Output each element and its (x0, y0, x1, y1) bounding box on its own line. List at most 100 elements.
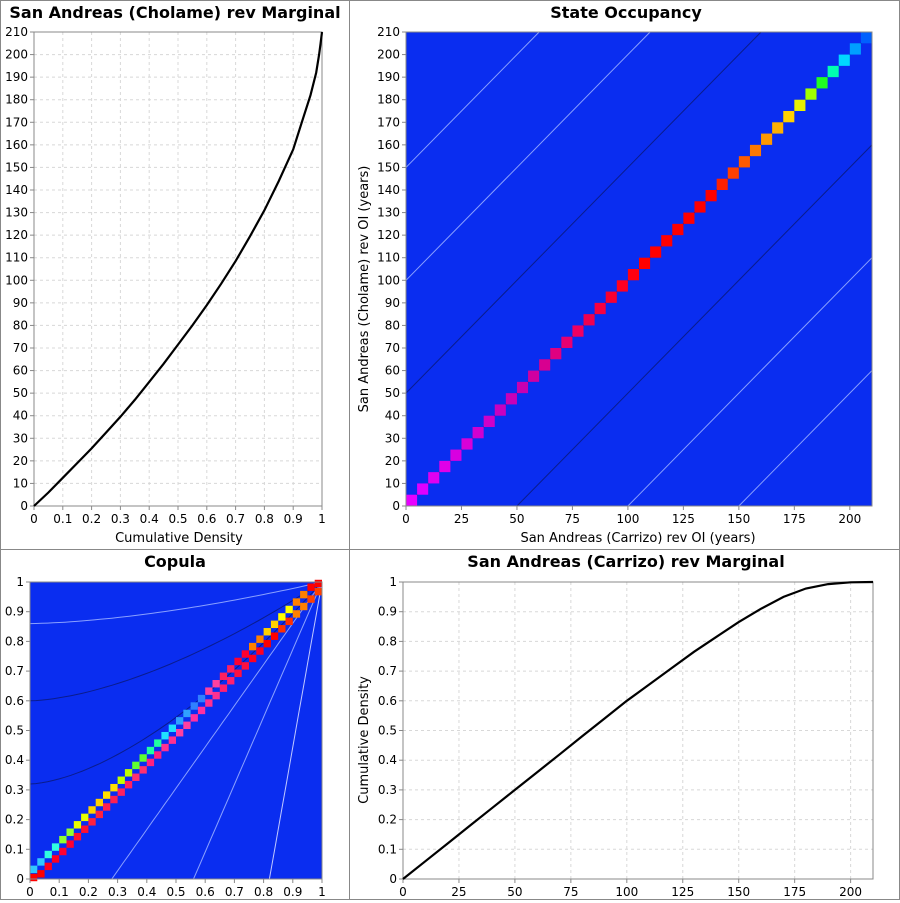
heatmap-cell (103, 791, 111, 799)
heatmap-cell (594, 302, 606, 315)
y-tick-label: 0.4 (378, 753, 397, 767)
y-tick-label: 110 (5, 251, 28, 265)
heatmap-cell (219, 684, 228, 692)
heatmap-cell (278, 625, 286, 633)
heatmap-cell (81, 813, 89, 822)
heatmap-cell (794, 99, 806, 111)
heatmap-cell (146, 746, 155, 755)
heatmap-cell (483, 415, 495, 427)
heatmap-cell (263, 628, 271, 636)
x-tick-label: 0.6 (197, 512, 216, 526)
series-line (33, 31, 324, 507)
heatmap-cell (285, 605, 293, 614)
y-tick-label: 200 (5, 48, 28, 62)
heatmap-cell (572, 325, 584, 337)
y-tick-label: 140 (5, 183, 28, 197)
heatmap-cell (51, 843, 60, 851)
contour-line (627, 257, 872, 506)
heatmap-cell (539, 359, 551, 371)
y-tick-label: 0.7 (378, 664, 397, 678)
x-tick-label: 175 (783, 512, 806, 526)
cholame-marginal-title: San Andreas (Cholame) rev Marginal (9, 3, 340, 22)
heatmap-cell (461, 438, 473, 450)
carrizo-marginal-title: San Andreas (Carrizo) rev Marginal (467, 552, 784, 571)
heatmap-cell (30, 873, 38, 882)
y-tick-label: 0.9 (5, 605, 24, 619)
x-tick-label: 0.6 (196, 885, 215, 899)
carrizo-marginal-ylabel: Cumulative Density (357, 676, 372, 804)
heatmap-cell (227, 677, 235, 685)
x-tick-label: 100 (615, 885, 638, 899)
x-tick-label: 0.4 (137, 885, 156, 899)
heatmap-cell (270, 620, 279, 629)
y-tick-label: 170 (5, 115, 28, 129)
x-tick-label: 0.3 (108, 885, 127, 899)
contour-line (30, 582, 322, 879)
y-tick-label: 0.9 (378, 605, 397, 619)
heatmap-cell (278, 613, 286, 621)
heatmap-cell (639, 257, 651, 269)
x-tick-label: 0.1 (50, 885, 69, 899)
x-tick-label: 0 (26, 885, 34, 899)
heatmap-cell (30, 865, 38, 874)
heatmap-cell (124, 769, 133, 777)
x-tick-label: 150 (727, 512, 750, 526)
x-tick-label: 0.7 (226, 512, 245, 526)
x-tick-label: 50 (507, 885, 522, 899)
heatmap-cell (749, 144, 762, 157)
x-tick-label: 0.3 (111, 512, 130, 526)
heatmap-cell (300, 602, 308, 611)
heatmap-cell (292, 610, 301, 618)
heatmap-cell (849, 43, 861, 55)
state-occupancy-xlabel: San Andreas (Carrizo) rev OI (years) (520, 531, 755, 546)
x-tick-label: 1 (318, 512, 326, 526)
heatmap-cell (550, 348, 562, 360)
cholame-marginal-xlabel: Cumulative Density (115, 531, 243, 546)
heatmap-cell (727, 167, 739, 179)
heatmap-cell (827, 65, 839, 78)
x-tick-label: 50 (509, 512, 524, 526)
heatmap-cell (694, 201, 706, 213)
heatmap-cell (205, 699, 213, 707)
heatmap-cell (73, 832, 82, 841)
state-occupancy-title: State Occupancy (550, 3, 702, 22)
y-tick-label: 20 (385, 454, 400, 468)
heatmap-cell (439, 460, 451, 473)
heatmap-cell (761, 133, 773, 145)
y-tick-label: 60 (13, 364, 28, 378)
heatmap-cell (161, 743, 169, 752)
x-tick-label: 200 (838, 512, 861, 526)
x-tick-label: 125 (672, 512, 695, 526)
heatmap-cell (95, 798, 103, 807)
heatmap-cell (59, 835, 67, 844)
heatmap-cell (256, 647, 264, 655)
heatmap-cell (256, 635, 264, 643)
y-tick-label: 0.3 (5, 783, 24, 797)
y-tick-label: 90 (385, 296, 400, 310)
heatmap-cell (616, 280, 628, 292)
heatmap-cell (66, 828, 74, 836)
cholame-marginal-panel: San Andreas (Cholame) rev Marginal 0 0.1 0… (0, 0, 350, 550)
contour-line (738, 370, 872, 506)
y-tick-label: 110 (377, 251, 400, 265)
heatmap-cell (528, 370, 540, 382)
heatmap-cell (249, 642, 257, 651)
heatmap-cell (183, 721, 191, 730)
heatmap-cell (95, 810, 103, 819)
heatmap-cell (417, 483, 429, 495)
x-tick-label: 0.4 (140, 512, 159, 526)
y-tick-label: 0.5 (378, 724, 397, 738)
y-tick-label: 50 (13, 386, 28, 400)
x-tick-label: 150 (727, 885, 750, 899)
heatmap-cell (197, 694, 206, 703)
y-tick-label: 0.8 (5, 634, 24, 648)
y-tick-label: 210 (377, 25, 400, 39)
copula-panel: Copula 0 0.1 0.2 0.3 0.4 0.5 0.6 0.7 0.8 0.9 1 0 0.1… (0, 549, 350, 900)
y-tick-label: 0.4 (5, 753, 24, 767)
y-tick-label: 0 (392, 499, 400, 513)
y-tick-label: 10 (13, 476, 28, 490)
heatmap-cell (139, 754, 147, 762)
contour-line (516, 144, 872, 506)
heatmap-cell (314, 587, 322, 596)
